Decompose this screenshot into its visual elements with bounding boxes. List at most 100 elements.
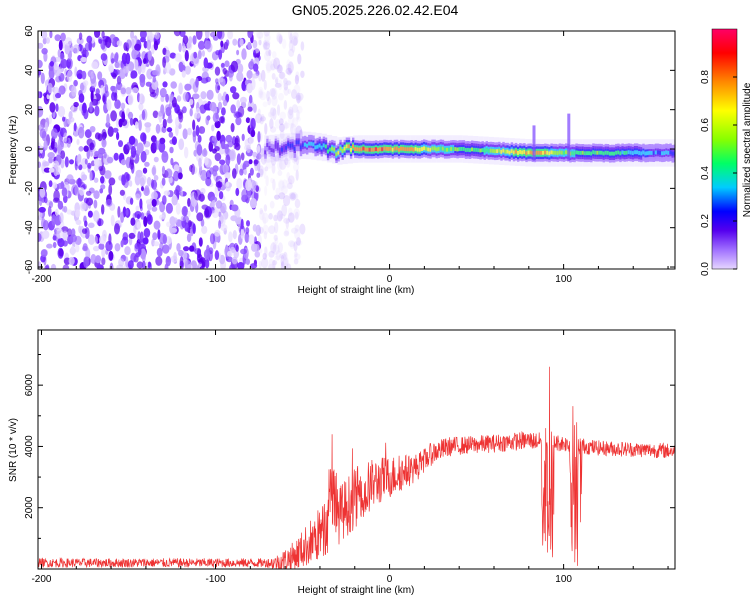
band-cell (283, 146, 286, 151)
noise-blob (145, 261, 149, 267)
noise-blob (134, 59, 139, 71)
noise-blob (288, 106, 294, 116)
noise-blob (277, 210, 283, 222)
noise-blob (140, 150, 147, 163)
band-cell (565, 150, 568, 155)
noise-blob (209, 101, 217, 112)
noise-blob (88, 40, 92, 52)
noise-blob (178, 138, 185, 151)
noise-blob (248, 94, 253, 104)
band-cell (529, 150, 532, 155)
noise-blob (252, 151, 258, 157)
band-cell (420, 147, 424, 151)
noise-blob (45, 264, 50, 269)
band-halo (635, 139, 641, 167)
noise-blob (257, 90, 264, 99)
noise-blob (139, 31, 147, 39)
noise-blob (262, 40, 268, 51)
noise-blob (100, 176, 105, 184)
noise-blob (166, 221, 171, 228)
band-halo (332, 136, 338, 164)
noise-blob (217, 92, 222, 102)
noise-blob (145, 125, 151, 133)
noise-blob (265, 159, 273, 169)
noise-blob (147, 261, 152, 268)
noise-blob (100, 53, 108, 61)
band-cell (671, 151, 674, 156)
band-cell (663, 151, 666, 155)
noise-blob (135, 205, 140, 212)
band-cell (471, 147, 474, 152)
band-cell (648, 150, 651, 155)
noise-blob (295, 71, 300, 81)
band-halo (316, 132, 322, 161)
noise-blob (241, 48, 247, 60)
noise-blob (89, 149, 93, 157)
noise-blob (69, 159, 74, 165)
noise-blob (287, 109, 294, 120)
noise-blob (195, 107, 201, 119)
band-cell (500, 149, 503, 154)
band-cell (435, 147, 438, 152)
noise-blob (203, 57, 209, 69)
noise-blob (218, 77, 224, 83)
noise-blob (140, 132, 147, 142)
noise-blob (170, 94, 174, 101)
noise-blob (151, 166, 156, 176)
noise-blob (90, 79, 97, 88)
noise-blob (51, 128, 58, 140)
noise-blob (293, 258, 299, 265)
noise-blob (282, 256, 289, 268)
band-cell (577, 150, 580, 155)
band-cell (446, 147, 449, 152)
noise-blob (243, 169, 247, 175)
noise-blob (293, 162, 300, 172)
band-cell (475, 147, 478, 152)
noise-blob (67, 118, 72, 125)
noise-blob (141, 109, 146, 120)
noise-blob (121, 174, 126, 186)
noise-blob (231, 204, 239, 212)
noise-blob (105, 240, 113, 252)
band-cell (654, 150, 658, 155)
noise-blob (271, 95, 278, 107)
band-halo (655, 139, 662, 167)
noise-blob (193, 51, 198, 59)
noise-blob (39, 198, 43, 207)
band-cell (548, 151, 551, 156)
band-halo (363, 135, 369, 163)
band-halo (582, 139, 588, 167)
band-cell (454, 147, 457, 151)
noise-blob (168, 131, 174, 138)
band-cell (443, 147, 447, 152)
noise-blob (285, 160, 291, 168)
noise-blob (248, 234, 255, 245)
noise-blob (114, 61, 120, 69)
band-cell (514, 149, 518, 154)
noise-blob (57, 49, 61, 58)
band-halo (514, 138, 521, 166)
noise-blob (117, 206, 121, 218)
noise-blob (84, 129, 92, 139)
noise-blob (283, 100, 288, 110)
noise-blob (300, 70, 305, 79)
band-cell (339, 146, 342, 151)
noise-blob (79, 187, 85, 196)
band-cell (452, 146, 455, 151)
band-cell (352, 144, 355, 149)
noise-blob (272, 260, 278, 266)
noise-blob (203, 249, 211, 260)
band-cell (381, 147, 384, 152)
noise-blob (159, 214, 165, 220)
noise-blob (282, 262, 289, 269)
noise-blob (276, 33, 283, 43)
band-cell (303, 142, 307, 147)
band-cell (331, 146, 334, 151)
noise-blob (154, 31, 160, 40)
noise-blob (222, 99, 228, 107)
noise-blob (204, 40, 212, 50)
noise-blob (94, 105, 100, 117)
noise-blob (273, 234, 278, 242)
noise-blob (106, 113, 110, 125)
band-spike (567, 113, 571, 161)
